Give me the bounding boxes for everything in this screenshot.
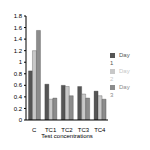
svg-text:1.2: 1.2 <box>14 48 23 54</box>
html-text:Day 2: Day 2 <box>110 68 130 82</box>
html-text:Day 3: Day 3 <box>110 84 130 98</box>
svg-text:0.2: 0.2 <box>14 106 23 112</box>
svg-text:1: 1 <box>19 59 23 65</box>
svg-text:TC3: TC3 <box>77 127 90 134</box>
svg-text:1.8: 1.8 <box>14 13 23 19</box>
svg-text:1.6: 1.6 <box>14 25 23 31</box>
svg-text:TC1: TC1 <box>44 127 57 134</box>
svg-text:TC2: TC2 <box>61 127 73 134</box>
svg-text:TC4: TC4 <box>94 127 106 133</box>
svg-text:1.4: 1.4 <box>14 36 23 42</box>
svg-text:0.4: 0.4 <box>14 94 23 100</box>
svg-text:Test concentrations: Test concentrations <box>41 133 93 139</box>
svg-text:0.6: 0.6 <box>14 82 23 88</box>
svg-text:C: C <box>32 127 37 133</box>
svg-text:0: 0 <box>19 117 23 123</box>
html-text:Day 1: Day 1 <box>110 52 130 66</box>
svg-text:0.8: 0.8 <box>14 71 23 77</box>
